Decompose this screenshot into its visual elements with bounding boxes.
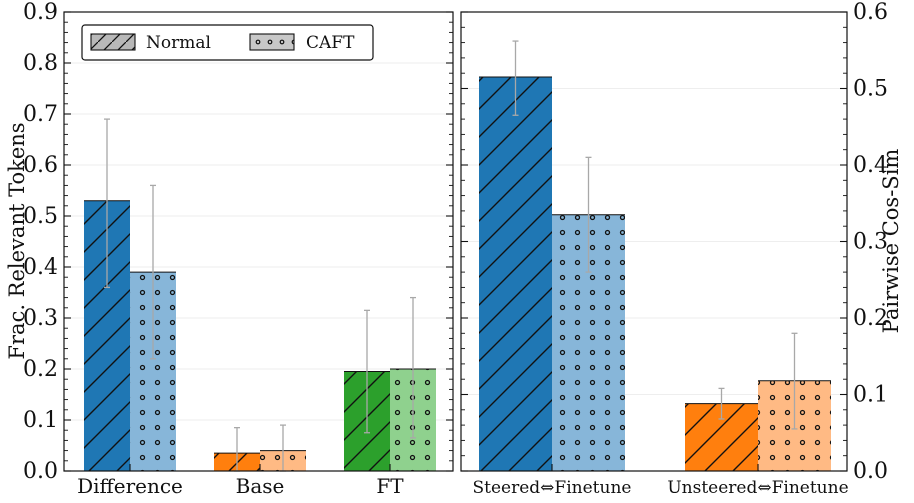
legend-box <box>81 24 374 61</box>
left-y-tick-label: 0.4 <box>23 255 58 280</box>
left-x-tick-label: FT <box>376 474 404 498</box>
left-y-tick-label: 0.0 <box>23 459 58 484</box>
right-x-tick-label: Steered⇔Finetune <box>473 478 632 498</box>
left-y-ticks: 0.0 0.1 0.2 0.3 0.4 0.5 0.6 0.7 0.8 0.9 <box>23 0 453 484</box>
legend-label-caft: CAFT <box>306 33 355 53</box>
left-y-tick-label: 0.3 <box>23 306 58 331</box>
left-bars <box>84 200 436 471</box>
right-bar-hatch-normal <box>479 77 552 472</box>
right-y-tick-label: 0.5 <box>853 77 888 102</box>
right-error-bars <box>512 40 798 430</box>
right-y-tick-label: 0.3 <box>853 230 888 255</box>
right-y-tick-label: 0.6 <box>853 0 888 25</box>
left-y-tick-label: 0.5 <box>23 204 58 229</box>
right-y-ticks: 0.0 0.1 0.2 0.3 0.4 0.5 0.6 <box>461 0 888 484</box>
right-bars <box>479 76 831 472</box>
left-y-tick-label: 0.9 <box>23 0 58 25</box>
left-x-ticks: Difference Base FT <box>77 464 404 498</box>
left-y-axis-title: Frac. Relevant Tokens <box>5 122 29 359</box>
left-y-tick-label: 0.2 <box>23 357 58 382</box>
left-y-tick-label: 0.6 <box>23 153 58 178</box>
right-y-tick-label: 0.0 <box>853 459 888 484</box>
right-y-tick-label: 0.1 <box>853 383 888 408</box>
legend-label-normal: Normal <box>146 33 211 53</box>
right-x-ticks: Steered⇔Finetune Unsteered⇔Finetune <box>473 464 849 498</box>
legend-swatch-caft-hatch <box>249 33 295 51</box>
left-x-tick-label: Difference <box>77 474 183 498</box>
legend: Normal CAFT <box>81 24 374 61</box>
right-x-tick-label: Unsteered⇔Finetune <box>667 478 848 498</box>
right-y-tick-label: 0.4 <box>853 153 888 178</box>
right-y-axis-title: Pairwise Cos-Sim <box>879 149 903 334</box>
left-plot-frame <box>63 11 454 472</box>
legend-swatch-normal-hatch <box>90 33 136 51</box>
left-y-tick-label: 0.7 <box>23 102 58 127</box>
left-y-tick-label: 0.1 <box>23 408 58 433</box>
left-x-tick-label: Base <box>236 474 285 498</box>
left-error-bars <box>104 118 416 472</box>
left-y-tick-label: 0.8 <box>23 51 58 76</box>
right-y-tick-label: 0.2 <box>853 306 888 331</box>
